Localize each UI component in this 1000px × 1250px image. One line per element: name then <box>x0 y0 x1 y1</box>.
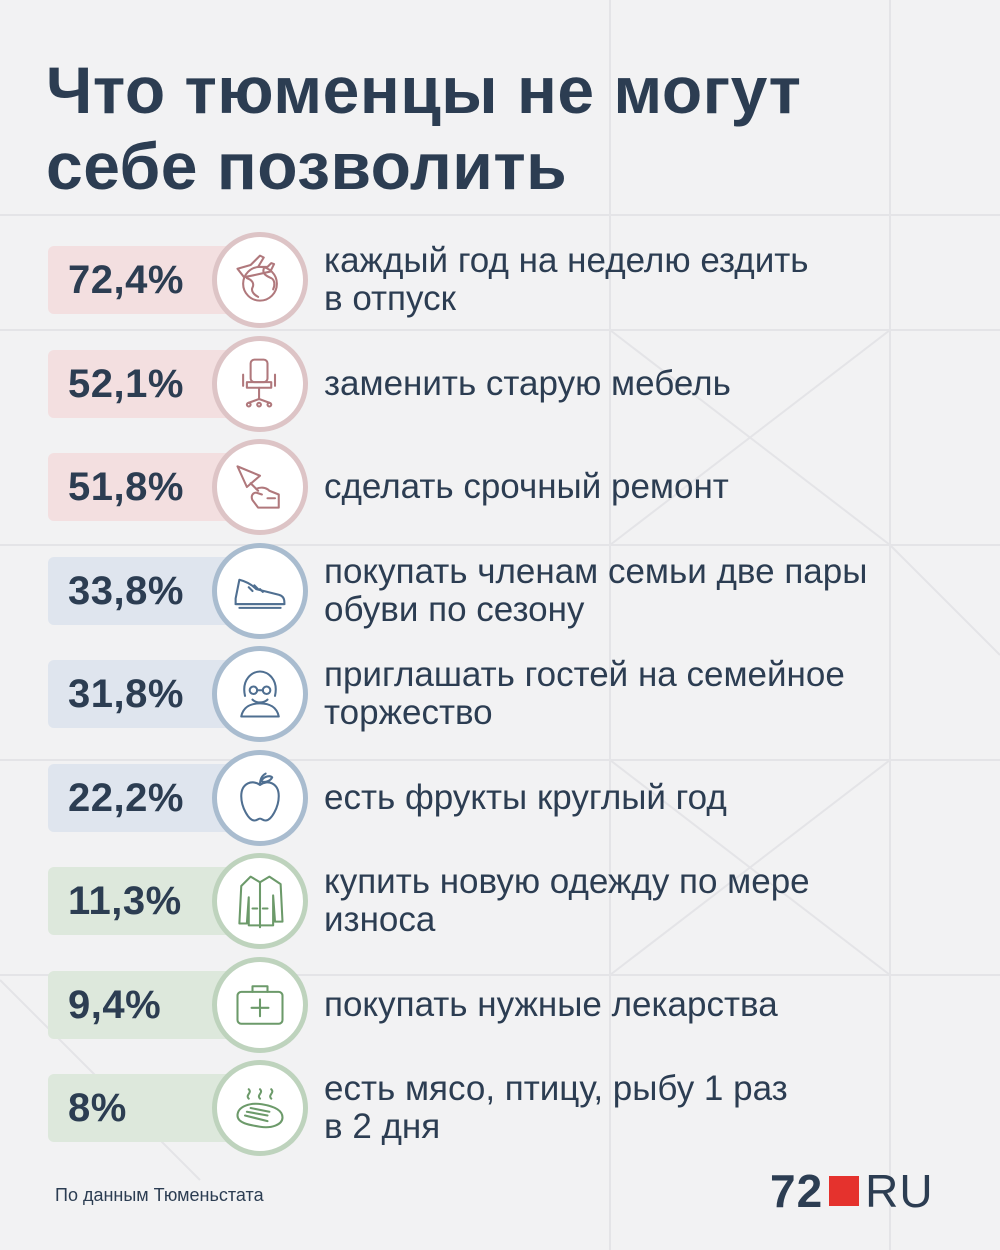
category-label-line: заменить старую мебель <box>324 363 731 403</box>
value-label: 33,8% <box>68 568 184 613</box>
category-label-line: обуви по сезону <box>324 589 585 629</box>
category-label-line: в 2 дня <box>324 1107 441 1146</box>
jacket-icon <box>212 853 308 949</box>
apple-icon <box>212 749 308 846</box>
chart-row: 52,1% заменить старую мебель <box>48 335 948 432</box>
chart-row: 51,8% сделать срочный ремонт <box>48 439 948 535</box>
category-label-line: есть мясо, птицу, рыбу 1 раз <box>324 1069 788 1108</box>
category-label: есть фрукты круглый год <box>324 750 944 846</box>
category-label-line: торжество <box>324 693 493 732</box>
travel-globe-icon <box>212 232 308 328</box>
category-label: сделать срочный ремонт <box>324 439 944 535</box>
category-label-line: приглашать гостей на семейное <box>324 655 845 694</box>
value-label: 11,3% <box>68 879 182 923</box>
category-label: покупать нужные лекарства <box>324 957 944 1053</box>
category-label: заменить старую мебель <box>324 336 944 432</box>
title-line-2: себе позволить <box>46 129 568 203</box>
sneaker-icon <box>212 542 308 639</box>
page-title: Что тюменцы не могут себе позволить <box>46 52 976 204</box>
value-label: 8% <box>68 1086 127 1130</box>
first-aid-kit-icon <box>212 956 308 1053</box>
value-label: 51,8% <box>68 465 184 509</box>
category-label-line: сделать срочный ремонт <box>324 467 729 506</box>
logo-number: 72 <box>770 1165 824 1217</box>
value-label: 31,8% <box>68 672 184 716</box>
steak-icon <box>212 1060 308 1156</box>
logo-suffix: RU <box>865 1165 934 1217</box>
chart-row: 31,8% приглашать гостей на семейное торжес… <box>48 646 948 742</box>
category-label: купить новую одежду по мере износа <box>324 853 944 949</box>
category-label: приглашать гостей на семейное торжество <box>324 646 944 742</box>
category-label: есть мясо, птицу, рыбу 1 раз в 2 дня <box>324 1060 944 1156</box>
category-label-line: каждый год на неделю ездить <box>324 241 809 280</box>
title-line-1: Что тюменцы не могут <box>46 53 802 127</box>
value-label: 72,4% <box>68 258 184 302</box>
value-label: 9,4% <box>68 982 162 1027</box>
source-note: По данным Тюменьстата <box>55 1185 264 1205</box>
chart-row: 11,3% купить новую одежду по мере износа <box>48 853 948 949</box>
trowel-hand-icon <box>212 439 308 535</box>
category-label-line: есть фрукты круглый год <box>324 777 727 817</box>
value-label: 52,1% <box>68 361 184 406</box>
office-chair-icon <box>212 335 308 432</box>
category-label: каждый год на неделю ездить в отпуск <box>324 232 944 328</box>
logo-square-icon <box>829 1176 860 1206</box>
chart-row: 72,4% каждый год на неделю ездить в отпуск <box>48 232 948 328</box>
category-label-line: купить новую одежду по мере <box>324 862 810 901</box>
category-label-line: износа <box>324 900 436 939</box>
chart-row: 22,2% есть фрукты круглый год <box>48 749 948 846</box>
value-label: 22,2% <box>68 775 184 820</box>
brand-logo[interactable]: 72 RU <box>770 1165 934 1217</box>
category-label-line: покупать нужные лекарства <box>324 984 778 1024</box>
chart-row: 8% есть мясо, птицу, рыбу 1 раз в 2 дня <box>48 1060 948 1156</box>
chart-row: 9,4% покупать нужные лекарства <box>48 956 948 1053</box>
category-label-line: покупать членам семьи две пары <box>324 551 868 591</box>
category-label-line: в отпуск <box>324 279 456 318</box>
category-label: покупать членам семьи две пары обуви по с… <box>324 543 944 639</box>
chart-row: 33,8% покупать членам семьи две пары обуви… <box>48 542 948 639</box>
person-glasses-icon <box>212 646 308 742</box>
